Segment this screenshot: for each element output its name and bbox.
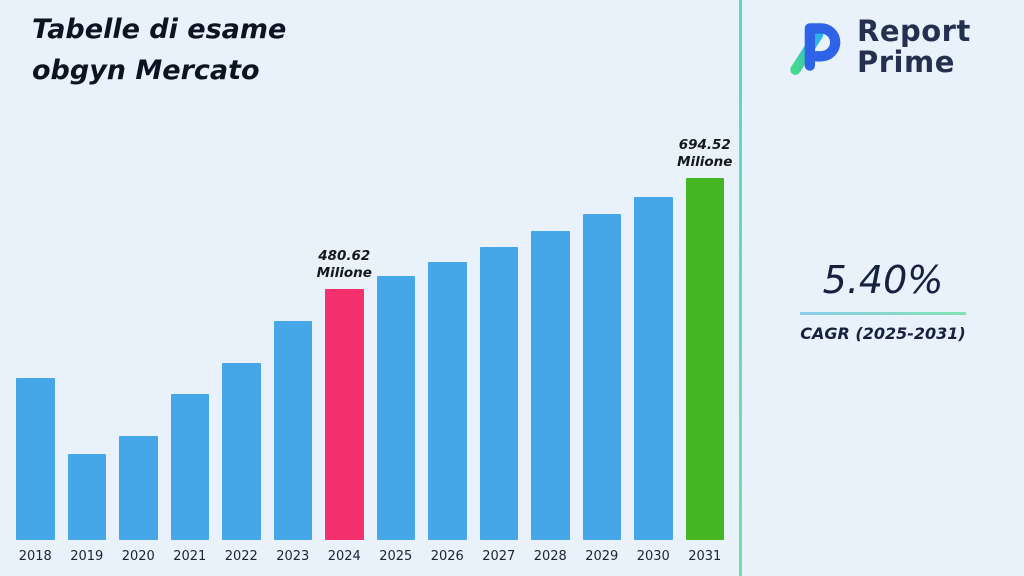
x-tick-2024: 2024: [327, 549, 361, 564]
bar-column-2021: 2021: [170, 394, 209, 564]
bar-value-label-2024: 480.62 Milione: [316, 247, 372, 282]
bar-column-2031: 694.52 Milione 2031: [677, 137, 732, 564]
brand-name-line2: Prime: [857, 45, 955, 80]
bar-2031: [685, 178, 724, 540]
bar-column-2019: 2019: [67, 454, 106, 564]
bar-value-label-2031: 694.52 Milione: [677, 136, 733, 171]
cagr-underline: [800, 312, 966, 315]
cagr-value: 5.40%: [822, 258, 944, 302]
bar-2021: [170, 394, 209, 540]
report-prime-logo-icon: [790, 23, 841, 76]
bar-2020: [119, 436, 158, 540]
bar-2019: [67, 454, 106, 540]
bar-2025: [376, 276, 415, 540]
x-tick-2021: 2021: [173, 549, 207, 564]
bar-column-2028: 2028: [531, 231, 570, 564]
bar-column-2027: 2027: [479, 247, 518, 564]
x-tick-2031: 2031: [688, 549, 722, 564]
vertical-divider: [739, 0, 742, 576]
bar-column-2030: 2030: [634, 197, 673, 564]
brand-name-line1: Report: [857, 14, 971, 48]
x-tick-2025: 2025: [379, 549, 413, 564]
x-tick-2029: 2029: [585, 549, 619, 564]
bar-column-2023: 2023: [273, 321, 312, 564]
bar-2027: [479, 247, 518, 540]
bar-2022: [222, 363, 261, 540]
x-tick-2018: 2018: [18, 549, 52, 564]
x-tick-2022: 2022: [224, 549, 258, 564]
x-tick-2026: 2026: [430, 549, 464, 564]
bar-column-2022: 2022: [222, 363, 261, 564]
chart-title: Tabelle di esame obgyn Mercato: [32, 14, 287, 86]
x-tick-2028: 2028: [533, 549, 567, 564]
bar-column-2026: 2026: [428, 262, 467, 564]
bar-series: 2018 2019 2020 2021 2022 2023 480.62 Milione 20…: [16, 137, 732, 564]
x-tick-2027: 2027: [482, 549, 516, 564]
bar-column-2024: 480.62 Milione 2024: [317, 248, 372, 564]
bar-2026: [428, 262, 467, 540]
cagr-label: CAGR (2025-2031): [800, 324, 966, 343]
bar-2029: [582, 214, 621, 540]
x-tick-2030: 2030: [636, 549, 670, 564]
bar-2024: [325, 289, 364, 540]
cagr-panel: 5.40% CAGR (2025-2031): [798, 258, 968, 343]
bar-chart: 2018 2019 2020 2021 2022 2023 480.62 Milione 20…: [16, 137, 732, 564]
bar-2023: [273, 321, 312, 540]
x-tick-2020: 2020: [121, 549, 155, 564]
bar-2018: [16, 378, 55, 540]
x-tick-2019: 2019: [70, 549, 104, 564]
bar-column-2029: 2029: [582, 214, 621, 564]
x-tick-2023: 2023: [276, 549, 310, 564]
bar-column-2018: 2018: [16, 378, 55, 564]
bar-column-2025: 2025: [376, 276, 415, 564]
brand-name: Report Prime: [857, 14, 971, 80]
bar-2030: [634, 197, 673, 540]
bar-column-2020: 2020: [119, 436, 158, 564]
bar-2028: [531, 231, 570, 540]
brand-logo: Report Prime: [783, 14, 971, 80]
